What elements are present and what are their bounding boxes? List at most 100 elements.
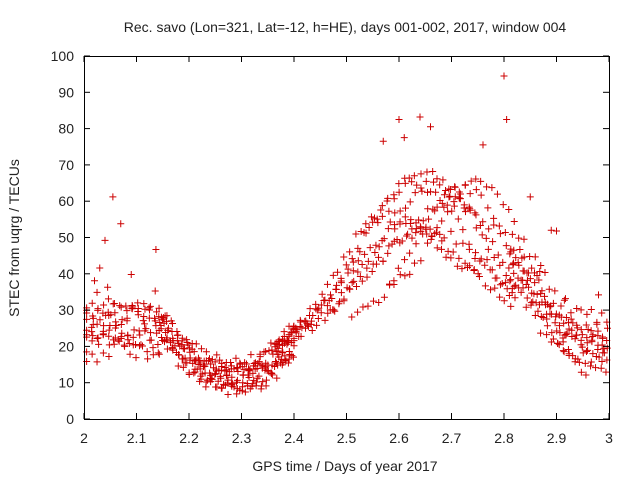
data-point bbox=[211, 370, 219, 378]
y-tick-label: 10 bbox=[58, 375, 74, 391]
data-point bbox=[538, 298, 546, 306]
data-point bbox=[598, 309, 606, 317]
data-point bbox=[423, 230, 431, 238]
data-point bbox=[422, 177, 430, 185]
data-point bbox=[510, 246, 518, 254]
data-point bbox=[461, 259, 469, 267]
data-point bbox=[372, 260, 380, 268]
data-point bbox=[374, 219, 382, 227]
data-point bbox=[519, 284, 527, 292]
data-point bbox=[308, 327, 316, 335]
data-point bbox=[541, 292, 549, 300]
data-point bbox=[481, 261, 489, 269]
data-point bbox=[367, 213, 375, 221]
data-point bbox=[498, 280, 506, 288]
x-axis-label: GPS time / Days of year 2017 bbox=[252, 458, 437, 474]
data-point bbox=[499, 258, 507, 266]
data-point bbox=[346, 248, 354, 256]
data-point bbox=[174, 362, 182, 370]
data-point bbox=[505, 292, 513, 300]
data-point bbox=[574, 355, 582, 363]
data-point bbox=[302, 317, 310, 325]
data-point bbox=[95, 340, 103, 348]
data-point bbox=[573, 324, 581, 332]
data-point bbox=[536, 268, 544, 276]
data-point bbox=[141, 327, 149, 335]
data-point bbox=[471, 254, 479, 262]
data-point bbox=[448, 207, 456, 215]
data-point bbox=[257, 382, 265, 390]
data-point bbox=[455, 254, 463, 262]
data-point bbox=[216, 372, 224, 380]
data-point bbox=[560, 319, 568, 327]
data-point bbox=[466, 206, 474, 214]
data-point bbox=[582, 321, 590, 329]
data-point bbox=[289, 353, 297, 361]
data-point bbox=[379, 257, 387, 265]
data-point bbox=[483, 256, 491, 264]
data-point bbox=[577, 368, 585, 376]
data-point bbox=[378, 212, 386, 220]
data-point bbox=[433, 203, 441, 211]
data-point bbox=[296, 323, 304, 331]
data-point bbox=[465, 203, 473, 211]
data-point bbox=[96, 316, 104, 324]
data-point bbox=[143, 348, 151, 356]
data-point bbox=[337, 277, 345, 285]
data-point bbox=[547, 226, 555, 234]
data-point bbox=[333, 281, 341, 289]
data-point bbox=[393, 236, 401, 244]
data-point bbox=[94, 306, 102, 314]
data-point bbox=[88, 350, 96, 358]
data-point bbox=[425, 215, 433, 223]
data-point bbox=[359, 303, 367, 311]
data-point bbox=[562, 330, 570, 338]
data-point bbox=[486, 266, 494, 274]
data-point bbox=[478, 231, 486, 239]
data-point bbox=[89, 312, 97, 320]
data-point bbox=[314, 314, 322, 322]
data-point bbox=[267, 339, 275, 347]
data-point bbox=[227, 358, 235, 366]
data-point bbox=[512, 281, 520, 289]
x-tick-label: 2.8 bbox=[494, 430, 514, 446]
x-tick-label: 2.1 bbox=[127, 430, 147, 446]
data-point bbox=[99, 349, 107, 357]
data-point bbox=[529, 298, 537, 306]
data-point bbox=[385, 207, 393, 215]
data-point bbox=[412, 219, 420, 227]
data-point bbox=[352, 282, 360, 290]
data-point bbox=[531, 279, 539, 287]
data-point bbox=[510, 217, 518, 225]
data-point bbox=[365, 223, 373, 231]
data-point bbox=[373, 215, 381, 223]
y-tick-label: 80 bbox=[58, 121, 74, 137]
data-point bbox=[577, 326, 585, 334]
y-tick-label: 100 bbox=[51, 48, 75, 64]
data-point bbox=[573, 305, 581, 313]
data-point bbox=[467, 177, 475, 185]
x-tick-label: 3 bbox=[605, 430, 613, 446]
data-point bbox=[598, 341, 606, 349]
data-points bbox=[83, 72, 611, 398]
data-point bbox=[250, 376, 258, 384]
data-point bbox=[526, 193, 534, 201]
data-point bbox=[345, 285, 353, 293]
data-point bbox=[485, 225, 493, 233]
data-point bbox=[500, 72, 508, 80]
data-point bbox=[551, 287, 559, 295]
data-point bbox=[221, 381, 229, 389]
data-point bbox=[354, 308, 362, 316]
data-point bbox=[167, 317, 175, 325]
data-point bbox=[249, 369, 257, 377]
data-point bbox=[407, 216, 415, 224]
data-point bbox=[569, 319, 577, 327]
data-point bbox=[537, 290, 545, 298]
data-point bbox=[440, 191, 448, 199]
data-point bbox=[433, 244, 441, 252]
data-point bbox=[496, 281, 504, 289]
data-point bbox=[579, 349, 587, 357]
data-point bbox=[348, 279, 356, 287]
data-point bbox=[460, 201, 468, 209]
data-point bbox=[490, 221, 498, 229]
